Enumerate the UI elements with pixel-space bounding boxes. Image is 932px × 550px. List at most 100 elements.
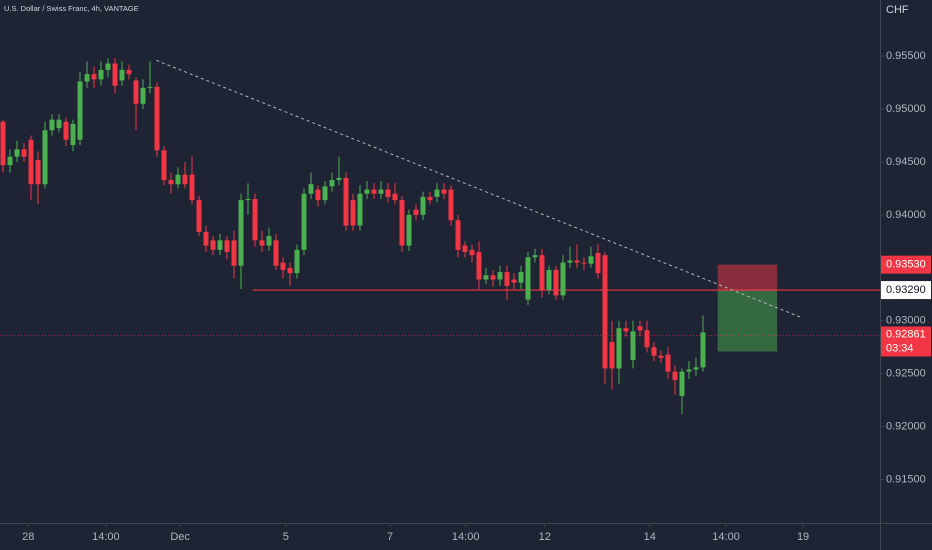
- y-tick-label: 0.94000: [886, 209, 926, 221]
- candle-body: [441, 189, 447, 194]
- candle-body: [553, 269, 559, 296]
- candle-body: [364, 189, 370, 194]
- currency-label: CHF: [886, 4, 909, 16]
- candle-body: [49, 119, 55, 131]
- candle-body: [371, 189, 377, 194]
- x-tick-label: 14: [644, 531, 656, 543]
- candle-body: [301, 193, 307, 250]
- candle-body: [644, 330, 650, 348]
- candle-body: [273, 240, 279, 266]
- candle-body: [679, 371, 685, 396]
- y-tick-label: 0.92500: [886, 368, 926, 380]
- candle-body: [287, 267, 293, 274]
- y-tick-label: 0.93000: [886, 315, 926, 327]
- candle-body: [602, 255, 608, 369]
- candle-body: [238, 200, 244, 266]
- x-tick-label: 5: [283, 531, 289, 543]
- candle-body: [224, 240, 230, 252]
- price-label-box: [881, 255, 931, 274]
- candle-body: [651, 347, 657, 356]
- candle-body: [434, 189, 440, 197]
- price-label: 0.93290: [886, 284, 926, 296]
- candle-body: [623, 328, 629, 332]
- x-tick-label: Dec: [170, 531, 190, 543]
- candle-body: [210, 240, 216, 250]
- candle-body: [672, 371, 678, 381]
- x-tick-label: 28: [22, 531, 34, 543]
- candle-body: [14, 149, 20, 157]
- candle-body: [560, 262, 566, 296]
- x-tick-label: 14:00: [712, 531, 740, 543]
- candle-body: [63, 121, 69, 140]
- y-tick-label: 0.95000: [886, 103, 926, 115]
- candle-body: [175, 174, 181, 185]
- candle-body: [420, 196, 426, 215]
- x-tick-label: 19: [797, 531, 809, 543]
- candle-body: [259, 240, 265, 246]
- candle-body: [161, 150, 167, 180]
- candle-body: [595, 253, 601, 274]
- candle-body: [56, 119, 62, 129]
- candle-body: [28, 139, 34, 185]
- candle-body: [266, 236, 272, 246]
- candle-body: [168, 179, 174, 185]
- price-label-box: [881, 281, 931, 300]
- candle-body: [406, 214, 412, 246]
- stop-zone: [717, 264, 778, 291]
- candle-body: [532, 255, 538, 258]
- candle-body: [119, 69, 125, 81]
- candle-body: [378, 189, 384, 194]
- candle-body: [182, 174, 188, 185]
- candle-body: [483, 275, 489, 280]
- y-tick-label: 0.92000: [886, 421, 926, 433]
- candle-body: [77, 81, 83, 140]
- candle-body: [693, 367, 699, 370]
- candle-body: [98, 69, 104, 80]
- candle-body: [392, 193, 398, 201]
- candle-body: [35, 159, 41, 185]
- candle-body: [280, 262, 286, 270]
- candle-body: [399, 200, 405, 246]
- candle-body: [112, 63, 118, 86]
- candle-body: [567, 260, 573, 263]
- candle-body: [196, 200, 202, 232]
- candle-body: [616, 328, 622, 369]
- candle-body: [350, 200, 356, 226]
- x-tick-label: 12: [539, 531, 551, 543]
- candle-body: [497, 272, 503, 280]
- candle-body: [504, 272, 510, 286]
- price-label: 0.93530: [886, 259, 926, 271]
- candle-body: [525, 257, 531, 300]
- candle-body: [91, 74, 97, 80]
- candle-body: [574, 260, 580, 263]
- candle-body: [217, 240, 223, 250]
- candle-body: [630, 331, 636, 360]
- y-tick-label: 0.94500: [886, 156, 926, 168]
- candle-body: [133, 80, 139, 104]
- x-tick-label: 7: [387, 531, 393, 543]
- candle-body: [21, 149, 27, 157]
- candle-body: [588, 256, 594, 264]
- candle-body: [315, 189, 321, 201]
- candle-body: [476, 251, 482, 280]
- candle-body: [189, 174, 195, 201]
- candle-body: [700, 332, 706, 368]
- candle-body: [322, 186, 328, 201]
- trendline: [156, 59, 802, 319]
- candle-body: [427, 196, 433, 201]
- candle-body: [308, 184, 314, 194]
- candle-body: [448, 189, 454, 221]
- candle-body: [357, 193, 363, 226]
- candle-body: [343, 177, 349, 226]
- candle-body: [7, 156, 13, 166]
- candle-body: [546, 269, 552, 291]
- candle-body: [581, 262, 587, 264]
- candle-body: [329, 179, 335, 187]
- candle-body: [462, 245, 468, 252]
- candle-body: [511, 279, 517, 283]
- target-zone: [717, 290, 778, 352]
- candle-body: [203, 231, 209, 246]
- current-price-box: [881, 326, 931, 357]
- candle-body: [105, 63, 111, 70]
